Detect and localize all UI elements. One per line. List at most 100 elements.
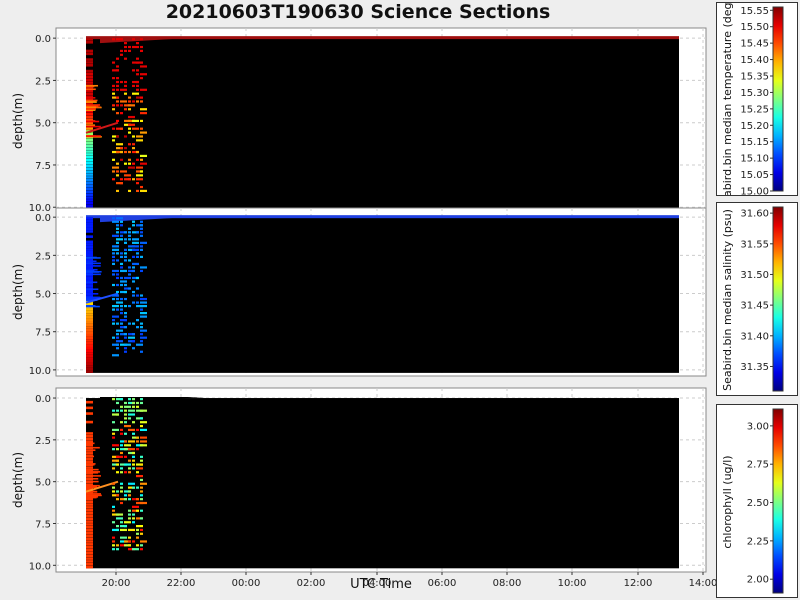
section-cell — [128, 451, 135, 455]
streak-cell — [86, 446, 100, 449]
section-cell — [128, 498, 131, 501]
profile-cell — [86, 158, 93, 162]
profile-cell — [86, 69, 93, 73]
section-cell — [132, 455, 135, 458]
profile-cell — [86, 235, 93, 238]
section-cell — [120, 444, 123, 447]
colorbar-gradient — [772, 408, 784, 594]
section-cell — [116, 340, 123, 343]
chlorophyll-colorbar: 2.00 2.25 2.50 2.75 3.00 chlorophyll (ug/l) — [716, 404, 798, 598]
colorbar-tick-label: 2.75 — [747, 460, 769, 471]
streak-cell — [86, 260, 97, 263]
section-cell — [120, 451, 123, 455]
section-cell — [128, 127, 131, 130]
section-cell — [116, 401, 119, 405]
section-cell — [132, 127, 139, 130]
section-cell — [116, 455, 123, 458]
section-cell — [132, 84, 135, 88]
section-cell — [112, 521, 115, 524]
section-cell — [132, 119, 139, 123]
section-cell — [136, 182, 139, 185]
section-cell — [136, 517, 143, 520]
section-cell — [120, 405, 123, 408]
section-cell — [120, 88, 127, 91]
profile-cell — [86, 554, 93, 558]
section-cell — [112, 178, 115, 181]
thermocline-line — [85, 121, 119, 134]
section-cell — [120, 440, 127, 443]
section-cell — [112, 444, 119, 447]
profile-cell — [86, 240, 93, 244]
section-cell — [128, 178, 131, 181]
profile-cell — [86, 460, 93, 464]
section-cell — [124, 315, 127, 318]
section-cell — [120, 544, 127, 547]
section-cell — [124, 135, 127, 138]
section-cell — [140, 189, 147, 193]
section-cell — [112, 234, 119, 237]
section-cell — [136, 509, 139, 512]
section-cell — [112, 304, 119, 308]
section-cell — [124, 45, 127, 49]
streak-cell — [86, 305, 100, 308]
section-cell — [132, 548, 139, 551]
section-cell — [128, 517, 131, 520]
section-cell — [112, 409, 115, 412]
section-cell — [140, 459, 143, 462]
section-cell — [132, 166, 135, 169]
profile-cell — [86, 483, 93, 486]
section-cell — [116, 252, 119, 255]
streak-cell — [86, 449, 96, 451]
streak-cell — [86, 273, 101, 276]
section-cell — [128, 115, 135, 119]
profile-cell — [86, 565, 93, 569]
section-cell — [124, 287, 131, 290]
section-cell — [120, 147, 123, 150]
section-cell — [120, 80, 123, 84]
section-cell — [120, 178, 123, 181]
x-tick-label: 12:00 — [624, 578, 653, 589]
section-cell — [112, 536, 115, 539]
profile-cell — [86, 276, 93, 280]
section-cell — [140, 294, 143, 297]
profile-cell — [86, 187, 93, 191]
section-cell — [120, 319, 127, 322]
section-cell — [132, 301, 135, 304]
profile-cell — [86, 302, 93, 306]
streak-cell — [86, 297, 95, 300]
surface-band — [86, 215, 679, 219]
section-cell — [120, 432, 123, 435]
section-cell — [112, 166, 119, 169]
profile-cell — [86, 500, 93, 504]
profile-cell — [86, 222, 93, 225]
section-cell — [120, 220, 123, 223]
section-cell — [140, 88, 147, 91]
section-cell — [140, 494, 143, 497]
profile-cell — [86, 545, 93, 549]
section-cell — [136, 88, 139, 91]
profile-cell — [86, 248, 93, 251]
colorbar-tick-label: 31.50 — [740, 270, 769, 281]
section-cell — [116, 143, 123, 146]
profile-cell — [86, 156, 93, 159]
section-cell — [116, 528, 119, 532]
section-cell — [128, 509, 131, 512]
temperature-colorbar: 15.00 15.05 15.10 15.15 15.20 15.25 15.30 15.35… — [716, 2, 798, 196]
section-cell — [124, 84, 127, 88]
profile-cell — [86, 199, 93, 202]
section-cell — [120, 266, 123, 269]
section-cell — [116, 336, 119, 339]
section-cell — [112, 84, 115, 88]
section-cell — [112, 255, 115, 259]
section-cell — [120, 100, 127, 103]
surface-wedge — [100, 216, 205, 223]
section-cell — [116, 84, 119, 88]
streak-cell — [86, 471, 101, 473]
section-cell — [140, 455, 143, 458]
section-cell — [120, 448, 127, 451]
section-cell — [112, 77, 115, 80]
profile-cell — [86, 349, 93, 353]
section-cell — [116, 413, 119, 416]
section-cell — [124, 312, 127, 315]
streak-cell — [86, 288, 99, 291]
